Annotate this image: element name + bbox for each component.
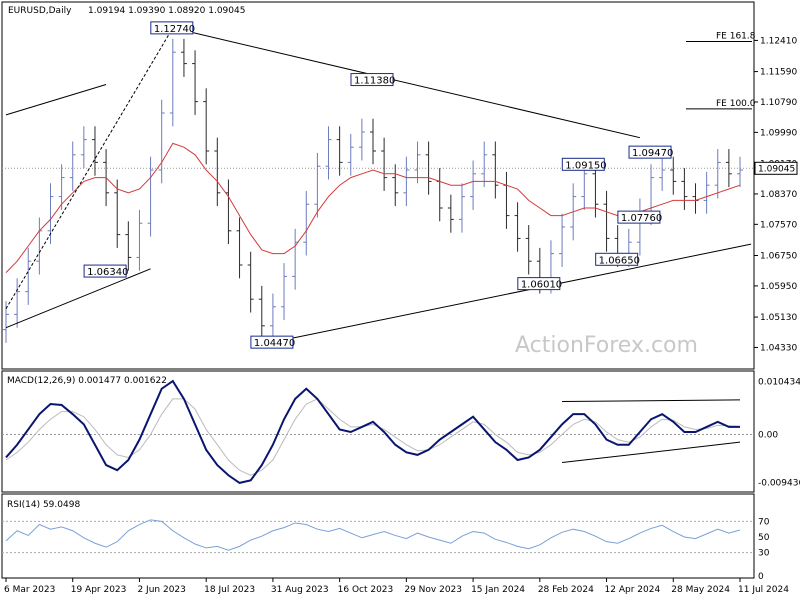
trendline xyxy=(5,268,151,329)
date-tick-label: 12 Apr 2024 xyxy=(605,585,661,595)
date-axis: 6 Mar 2023 19 Apr 2023 2 Jun 2023 18 Jul 20… xyxy=(4,578,789,595)
macd-tick-label: -0.009436 xyxy=(758,479,800,489)
price-tick-label: 1.10790 xyxy=(760,98,797,108)
price-label: 1.12740 xyxy=(154,24,195,35)
trendlines xyxy=(5,27,752,343)
candles xyxy=(3,38,743,343)
price-label-box xyxy=(628,145,672,159)
price-tick-label: 1.09990 xyxy=(760,128,797,138)
price-label: 1.09470 xyxy=(632,148,673,159)
date-tick-label: 2 Jun 2023 xyxy=(137,585,185,595)
fib-level-label: FE 161.8 xyxy=(716,32,756,42)
price-tick-label: 1.05130 xyxy=(760,313,797,323)
date-tick-label: 11 Jul 2024 xyxy=(738,585,789,595)
macd-trendline xyxy=(562,399,741,402)
macd-trendline xyxy=(562,441,741,464)
rsi-tick-label: 50 xyxy=(758,533,770,543)
date-tick-label: 31 Aug 2023 xyxy=(271,585,329,595)
date-tick-label: 6 Mar 2023 xyxy=(4,585,55,595)
price-label-box xyxy=(250,335,294,349)
price-label: 1.04470 xyxy=(254,338,295,349)
chart-header-symbol: EURUSD,Daily xyxy=(8,6,72,16)
price-tick-label: 1.04330 xyxy=(760,343,797,353)
last-price-label: 1.09045 xyxy=(758,164,795,174)
date-tick-label: 16 Oct 2023 xyxy=(338,585,394,595)
price-label-box xyxy=(517,277,561,291)
price-label-box xyxy=(83,264,127,278)
macd-lines: 0.010434 0.00 -0.009436 xyxy=(2,377,800,489)
price-label-box xyxy=(595,252,639,266)
macd-title: MACD(12,26,9) 0.001477 0.001622 xyxy=(7,376,167,386)
date-tick-label: 29 Nov 2023 xyxy=(404,585,462,595)
rsi-tick-label: 0 xyxy=(758,572,764,582)
trendline xyxy=(272,243,752,343)
rsi-tick-label: 30 xyxy=(758,549,770,559)
price-label: 1.06340 xyxy=(87,267,128,278)
macd-tick-label: 0.00 xyxy=(758,431,778,441)
price-label-box xyxy=(617,210,661,224)
price-tick-label: 1.11590 xyxy=(760,68,797,78)
price-tick-label: 1.06750 xyxy=(760,252,797,262)
date-tick-label: 28 Feb 2024 xyxy=(538,585,594,595)
price-label: 1.07760 xyxy=(621,213,662,224)
rsi-line xyxy=(5,519,741,551)
macd-line xyxy=(5,379,740,484)
price-label: 1.06650 xyxy=(599,255,640,266)
price-panel xyxy=(1,1,755,370)
rsi-tick-label: 70 xyxy=(758,517,770,527)
date-tick-label: 19 Apr 2023 xyxy=(71,585,127,595)
price-axis: 1.124101.115901.107901.099901.091701.083… xyxy=(754,36,798,353)
watermark: ActionForex.com xyxy=(515,333,698,358)
last-price-box xyxy=(754,161,798,175)
trendline xyxy=(5,84,107,116)
price-labels: 1.12740 1.11380 1.06340 1.04470 1.09150 1.094… xyxy=(83,21,673,349)
rsi-lines: 70 50 30 0 xyxy=(2,517,770,582)
price-tick-label: 1.08370 xyxy=(760,190,797,200)
macd-tick-label: 0.010434 xyxy=(758,377,800,387)
date-tick-label: 15 Jan 2024 xyxy=(471,585,525,595)
price-label-box xyxy=(350,73,394,87)
price-tick-label: 1.12410 xyxy=(760,36,797,46)
price-label: 1.06010 xyxy=(521,280,562,291)
price-tick-label: 1.05950 xyxy=(760,282,797,292)
fib-levels: FE 161.8 FE 100.0 xyxy=(686,32,756,110)
price-label-box xyxy=(561,157,605,171)
price-label: 1.11380 xyxy=(354,76,395,87)
chart-header-ohlc: 1.09194 1.09390 1.08920 1.09045 xyxy=(88,6,245,16)
fib-level-label: FE 100.0 xyxy=(716,99,756,109)
macd-panel xyxy=(1,370,755,493)
rsi-title: RSI(14) 59.0498 xyxy=(7,500,80,510)
price-tick-label: 1.07570 xyxy=(760,220,797,230)
trendline xyxy=(5,27,174,309)
rsi-panel xyxy=(1,493,755,579)
price-label-box xyxy=(150,21,194,35)
price-label: 1.09150 xyxy=(565,160,606,171)
trendline xyxy=(172,27,641,139)
date-tick-label: 18 Jul 2023 xyxy=(204,585,255,595)
date-tick-label: 28 May 2024 xyxy=(671,585,730,595)
macd-signal-line xyxy=(5,398,741,476)
